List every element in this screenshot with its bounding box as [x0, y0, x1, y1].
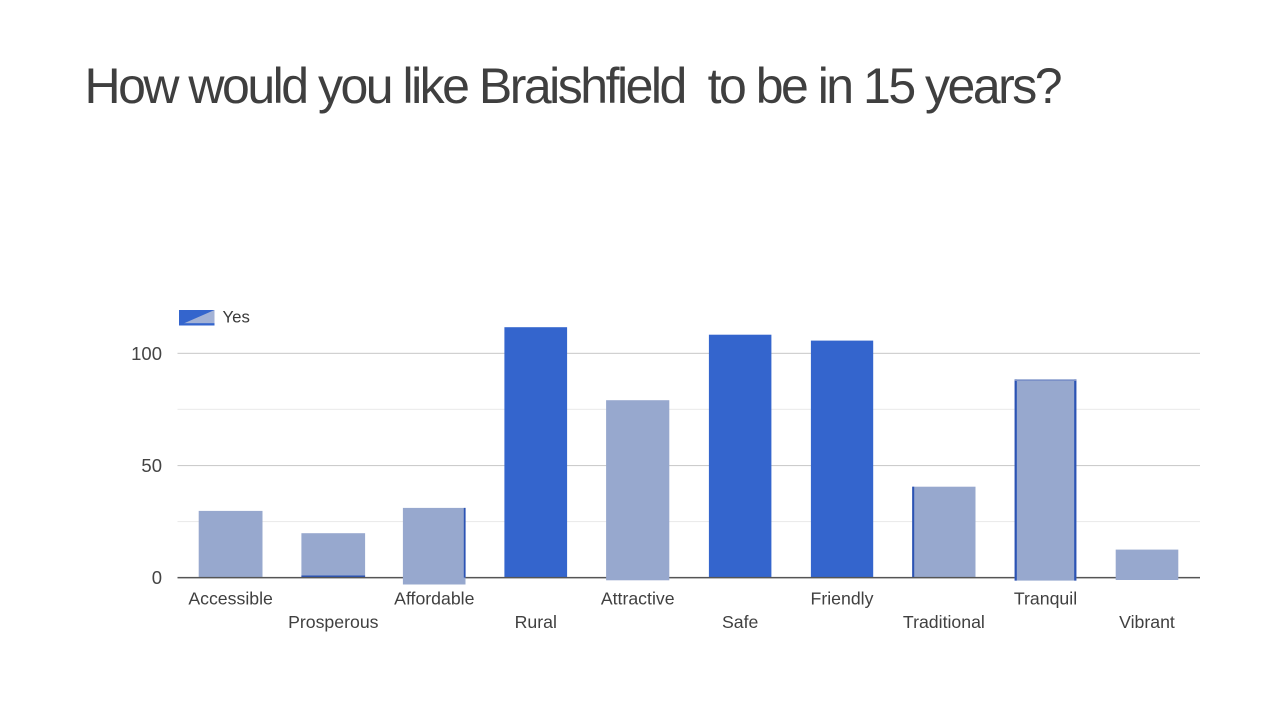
svg-text:Traditional: Traditional [903, 612, 985, 632]
svg-text:Vibrant: Vibrant [1119, 612, 1175, 632]
svg-text:Affordable: Affordable [394, 589, 474, 609]
svg-text:50: 50 [141, 455, 162, 476]
svg-text:Yes: Yes [223, 307, 250, 326]
svg-text:0: 0 [152, 567, 162, 588]
svg-text:Accessible: Accessible [188, 589, 273, 609]
svg-text:Friendly: Friendly [811, 589, 874, 609]
svg-text:Attractive: Attractive [601, 589, 675, 609]
svg-text:100: 100 [131, 343, 162, 364]
svg-text:Tranquil: Tranquil [1014, 589, 1077, 609]
svg-text:Prosperous: Prosperous [288, 612, 379, 632]
svg-text:Safe: Safe [722, 612, 759, 632]
svg-text:Rural: Rural [515, 612, 557, 632]
